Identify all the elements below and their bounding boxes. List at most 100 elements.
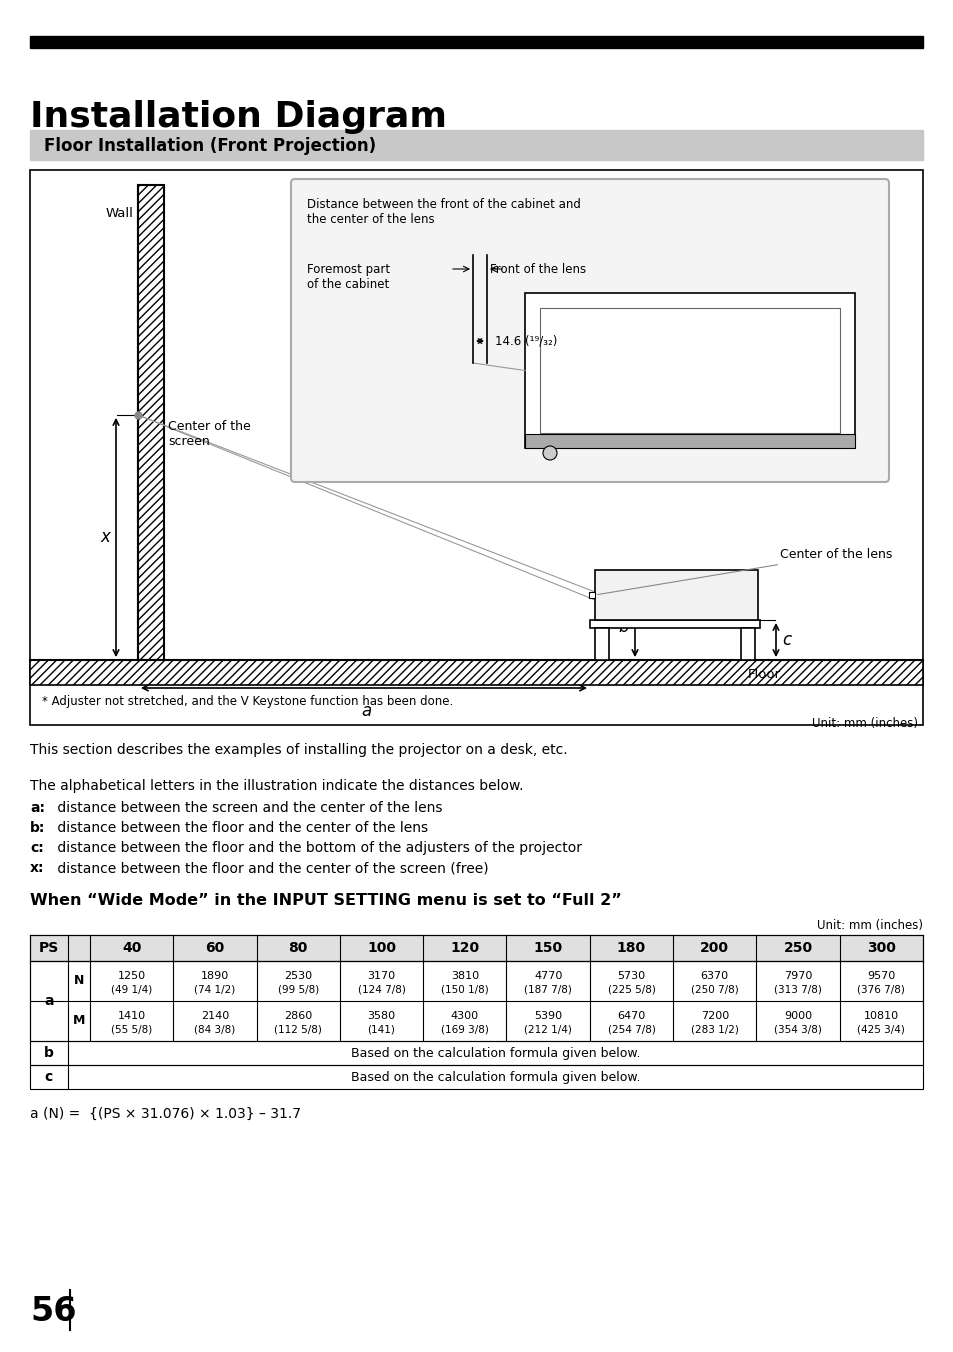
Text: 6370: 6370 — [700, 971, 728, 982]
Text: (354 3/8): (354 3/8) — [773, 1025, 821, 1036]
Text: 1410: 1410 — [117, 1011, 146, 1021]
Text: (141): (141) — [367, 1025, 395, 1036]
Text: (124 7/8): (124 7/8) — [357, 986, 405, 995]
Text: PS: PS — [39, 941, 59, 955]
Bar — [30, 660, 923, 685]
Text: (84 3/8): (84 3/8) — [194, 1025, 235, 1036]
Text: c: c — [45, 1069, 53, 1084]
Text: Foremost part
of the cabinet: Foremost part of the cabinet — [307, 264, 390, 291]
Text: a: a — [361, 702, 372, 721]
Text: Wall: Wall — [105, 207, 132, 220]
Text: x:: x: — [30, 861, 45, 875]
Text: 250: 250 — [782, 941, 812, 955]
Text: b: b — [618, 618, 628, 637]
Text: Front of the lens: Front of the lens — [490, 264, 585, 276]
Text: (150 1/8): (150 1/8) — [440, 986, 488, 995]
Text: Center of the
screen: Center of the screen — [168, 420, 251, 448]
Text: (55 5/8): (55 5/8) — [111, 1025, 152, 1036]
Text: 5730: 5730 — [617, 971, 645, 982]
Text: (376 7/8): (376 7/8) — [857, 986, 904, 995]
Text: Floor Installation (Front Projection): Floor Installation (Front Projection) — [44, 137, 375, 155]
Text: 4300: 4300 — [451, 1011, 478, 1021]
Text: distance between the floor and the center of the screen (free): distance between the floor and the cente… — [53, 861, 488, 875]
Bar — [30, 936, 923, 961]
Text: 120: 120 — [450, 941, 479, 955]
Text: 80: 80 — [288, 941, 308, 955]
Text: (112 5/8): (112 5/8) — [274, 1025, 322, 1036]
Text: 2140: 2140 — [201, 1011, 229, 1021]
Text: Unit: mm (inches): Unit: mm (inches) — [816, 919, 923, 932]
Text: Installation Diagram: Installation Diagram — [30, 100, 447, 134]
Text: (212 1/4): (212 1/4) — [523, 1025, 572, 1036]
Text: 3170: 3170 — [367, 971, 395, 982]
Text: (313 7/8): (313 7/8) — [773, 986, 821, 995]
Text: 9570: 9570 — [866, 971, 895, 982]
Text: 5390: 5390 — [534, 1011, 561, 1021]
Text: (49 1/4): (49 1/4) — [111, 986, 152, 995]
Text: b:: b: — [30, 821, 46, 836]
Text: When “Wide Mode” in the INPUT SETTING menu is set to “Full 2”: When “Wide Mode” in the INPUT SETTING me… — [30, 894, 621, 909]
Text: 2530: 2530 — [284, 971, 312, 982]
Text: 40: 40 — [122, 941, 141, 955]
Text: (254 7/8): (254 7/8) — [607, 1025, 655, 1036]
Circle shape — [542, 446, 557, 460]
Text: The alphabetical letters in the illustration indicate the distances below.: The alphabetical letters in the illustra… — [30, 779, 523, 794]
Text: 200: 200 — [700, 941, 728, 955]
Text: 300: 300 — [866, 941, 895, 955]
Text: (99 5/8): (99 5/8) — [277, 986, 318, 995]
Text: 2860: 2860 — [284, 1011, 312, 1021]
Bar — [595, 571, 758, 621]
Text: Distance between the front of the cabinet and
the center of the lens: Distance between the front of the cabine… — [307, 197, 580, 226]
Text: 4770: 4770 — [534, 971, 561, 982]
Text: (225 5/8): (225 5/8) — [607, 986, 655, 995]
Bar — [30, 37, 923, 49]
Text: (187 7/8): (187 7/8) — [523, 986, 572, 995]
Text: N: N — [73, 975, 84, 987]
Bar — [524, 434, 854, 448]
Text: 3810: 3810 — [451, 971, 478, 982]
Text: 1890: 1890 — [201, 971, 229, 982]
Text: 9000: 9000 — [783, 1011, 811, 1021]
Bar — [740, 627, 754, 660]
Text: c: c — [781, 631, 790, 649]
Bar — [30, 130, 923, 160]
Bar — [30, 1065, 923, 1088]
Text: 100: 100 — [367, 941, 395, 955]
Text: distance between the screen and the center of the lens: distance between the screen and the cent… — [53, 800, 442, 815]
Text: (169 3/8): (169 3/8) — [440, 1025, 488, 1036]
Text: M: M — [72, 1014, 85, 1028]
Bar — [595, 627, 608, 660]
Bar — [588, 592, 595, 598]
Text: x: x — [100, 529, 110, 546]
Bar — [589, 621, 760, 627]
Text: 180: 180 — [617, 941, 645, 955]
Text: 7970: 7970 — [783, 971, 811, 982]
Text: 7200: 7200 — [700, 1011, 728, 1021]
Text: Center of the lens: Center of the lens — [598, 549, 891, 595]
Text: b: b — [44, 1046, 54, 1060]
Text: c:: c: — [30, 841, 44, 854]
Text: 1250: 1250 — [117, 971, 146, 982]
Bar — [524, 293, 854, 448]
Text: 60: 60 — [205, 941, 224, 955]
Text: 56: 56 — [30, 1295, 76, 1328]
Text: Floor: Floor — [747, 668, 781, 680]
Bar — [30, 1041, 923, 1065]
Text: 6470: 6470 — [617, 1011, 645, 1021]
Text: (283 1/2): (283 1/2) — [690, 1025, 738, 1036]
Text: (74 1/2): (74 1/2) — [194, 986, 235, 995]
Bar — [138, 185, 164, 660]
Bar — [539, 308, 840, 433]
Text: This section describes the examples of installing the projector on a desk, etc.: This section describes the examples of i… — [30, 744, 567, 757]
Text: a:: a: — [30, 800, 45, 815]
Text: a: a — [44, 994, 53, 1009]
Text: distance between the floor and the bottom of the adjusters of the projector: distance between the floor and the botto… — [53, 841, 581, 854]
Text: 14.6 (¹⁹/₃₂): 14.6 (¹⁹/₃₂) — [495, 334, 557, 347]
Bar — [30, 170, 923, 725]
Text: Based on the calculation formula given below.: Based on the calculation formula given b… — [351, 1046, 639, 1060]
Text: 3580: 3580 — [367, 1011, 395, 1021]
Bar — [30, 961, 923, 1041]
Text: * Adjuster not stretched, and the V Keystone function has been done.: * Adjuster not stretched, and the V Keys… — [42, 695, 453, 708]
Text: Based on the calculation formula given below.: Based on the calculation formula given b… — [351, 1071, 639, 1083]
Text: (425 3/4): (425 3/4) — [857, 1025, 904, 1036]
